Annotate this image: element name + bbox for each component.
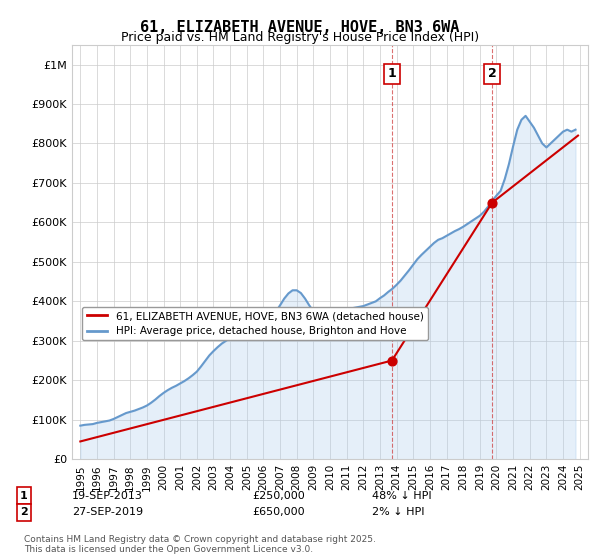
Text: Contains HM Land Registry data © Crown copyright and database right 2025.
This d: Contains HM Land Registry data © Crown c… [24, 535, 376, 554]
Text: 48% ↓ HPI: 48% ↓ HPI [372, 491, 431, 501]
Text: 2: 2 [488, 67, 496, 80]
Text: 1: 1 [20, 491, 28, 501]
Text: 27-SEP-2019: 27-SEP-2019 [72, 507, 143, 517]
Text: £650,000: £650,000 [252, 507, 305, 517]
Text: 2: 2 [20, 507, 28, 517]
Text: 19-SEP-2013: 19-SEP-2013 [72, 491, 143, 501]
Text: 2% ↓ HPI: 2% ↓ HPI [372, 507, 425, 517]
Point [487, 198, 497, 207]
Legend: 61, ELIZABETH AVENUE, HOVE, BN3 6WA (detached house), HPI: Average price, detach: 61, ELIZABETH AVENUE, HOVE, BN3 6WA (det… [82, 307, 428, 340]
Text: 1: 1 [388, 67, 396, 80]
Point [387, 356, 397, 365]
Text: 61, ELIZABETH AVENUE, HOVE, BN3 6WA: 61, ELIZABETH AVENUE, HOVE, BN3 6WA [140, 20, 460, 35]
Text: £250,000: £250,000 [252, 491, 305, 501]
Text: Price paid vs. HM Land Registry's House Price Index (HPI): Price paid vs. HM Land Registry's House … [121, 31, 479, 44]
